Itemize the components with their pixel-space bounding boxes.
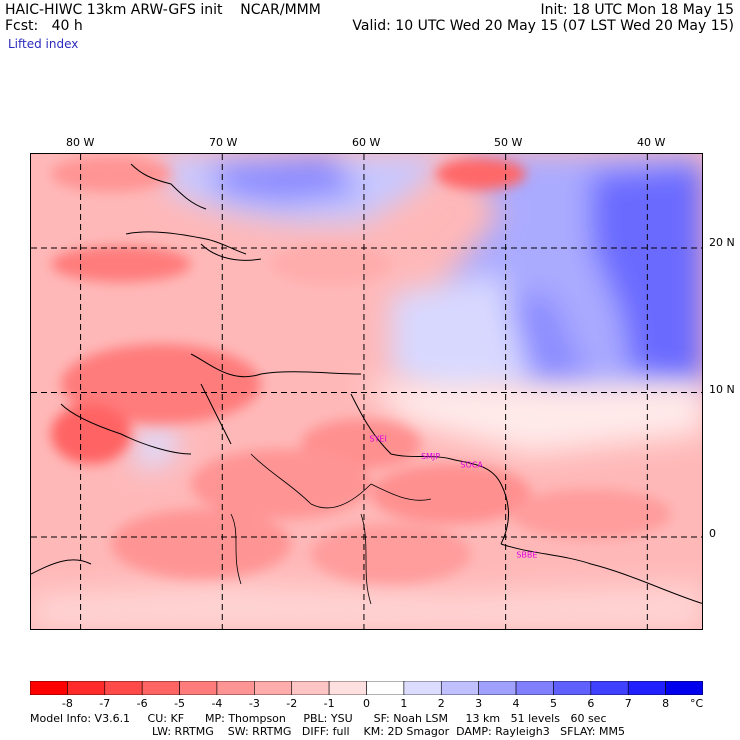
colorbar-label: -5 — [174, 697, 186, 710]
station-soca: SOCA — [460, 461, 483, 470]
lon-label-50w: 50 W — [494, 136, 523, 149]
borders — [230, 453, 432, 605]
colorbar-swatch-10 — [403, 680, 442, 696]
lifted-index-map: SYEI SMJP SOCA SBBE — [30, 153, 703, 630]
colorbar-label: 1 — [400, 697, 408, 710]
colorbar-swatch-5 — [216, 680, 255, 696]
station-syei: SYEI — [369, 435, 386, 444]
station-sbbe: SBBE — [516, 550, 537, 559]
colorbar-label: -7 — [99, 697, 111, 710]
lon-label-80w: 80 W — [66, 136, 95, 149]
colorbar-label: 4 — [512, 697, 520, 710]
neutral-band-shading — [31, 384, 702, 629]
colorbar-swatch-7 — [291, 680, 330, 696]
colorbar-swatch-13 — [515, 680, 554, 696]
colorbar-label: -3 — [248, 697, 260, 710]
lon-label-60w: 60 W — [352, 136, 381, 149]
colorbar-swatch-14 — [553, 680, 592, 696]
colorbar-swatch-17 — [665, 680, 704, 696]
forecast-hour: Fcst: 40 h — [5, 18, 83, 34]
colorbar-swatch-4 — [179, 680, 218, 696]
colorbar-unit: °C — [690, 697, 704, 710]
model-title: HAIC-HIWC 13km ARW-GFS init NCAR/MMM — [5, 2, 321, 18]
init-time: Init: 18 UTC Mon 18 May 15 — [540, 2, 734, 18]
colorbar-swatch-12 — [478, 680, 517, 696]
lat-label-20n: 20 N — [709, 236, 735, 249]
valid-time: Valid: 10 UTC Wed 20 May 15 (07 LST Wed … — [352, 18, 734, 34]
lon-label-70w: 70 W — [209, 136, 238, 149]
colorbar-swatch-16 — [627, 680, 666, 696]
station-smjp: SMJP — [421, 452, 440, 461]
colorbar-swatch-9 — [366, 680, 405, 696]
colorbar-label: -6 — [136, 697, 148, 710]
colorbar-label: 7 — [624, 697, 632, 710]
colorbar-label: 2 — [437, 697, 445, 710]
colorbar-label: 6 — [587, 697, 595, 710]
colorbar-label: 3 — [475, 697, 483, 710]
stable-region-shading — [131, 154, 702, 474]
colorbar-label: -4 — [211, 697, 223, 710]
colorbar-swatch-3 — [141, 680, 180, 696]
model-info-line1: Model Info: V3.6.1 CU: KF MP: Thompson P… — [30, 712, 607, 725]
colorbar-swatch-15 — [590, 680, 629, 696]
lat-lon-grid — [31, 154, 702, 629]
colorbar-label: 0 — [363, 697, 370, 710]
colorbar-swatch-11 — [440, 680, 479, 696]
colorbar-label: 5 — [549, 697, 557, 710]
colorbar-swatch-6 — [254, 680, 293, 696]
colorbar-label: -1 — [323, 697, 335, 710]
colorbar-label: -2 — [286, 697, 298, 710]
colorbar-swatch-0 — [29, 680, 68, 696]
coastlines — [31, 163, 702, 604]
colorbar-swatch-1 — [67, 680, 106, 696]
colorbar — [29, 680, 704, 696]
model-info-line2: LW: RRTMG SW: RRTMG DIFF: full KM: 2D Sm… — [152, 725, 625, 738]
field-name: Lifted index — [8, 37, 79, 51]
lat-label-0: 0 — [709, 527, 716, 540]
colorbar-swatch-2 — [104, 680, 143, 696]
lon-label-40w: 40 W — [637, 136, 666, 149]
lat-label-10n: 10 N — [709, 383, 735, 396]
colorbar-label: 8 — [662, 697, 670, 710]
station-markers: SYEI SMJP SOCA SBBE — [369, 435, 537, 560]
colorbar-swatch-8 — [328, 680, 367, 696]
colorbar-label: -8 — [61, 697, 73, 710]
